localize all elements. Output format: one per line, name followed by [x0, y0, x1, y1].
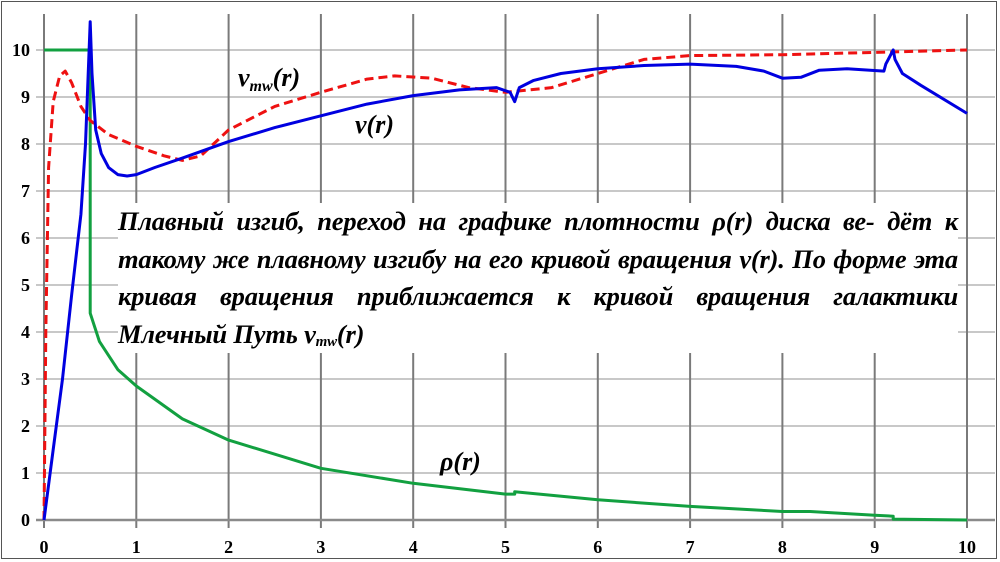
series-label-sub: mw	[250, 78, 273, 95]
annotation-line-4-sub: mw	[315, 333, 337, 350]
x-tick-label: 7	[686, 537, 695, 557]
annotation-line-4-arg: (r)	[336, 318, 365, 349]
x-tick-label: 1	[132, 537, 141, 557]
y-tick-label: 9	[21, 87, 30, 107]
series-label-main: v	[355, 110, 367, 139]
series-label-arg: (r)	[367, 110, 394, 139]
y-tick-label: 6	[21, 228, 30, 248]
annotation-text: Плавный изгиб, переход на графике плотно…	[118, 203, 958, 353]
x-tick-label: 9	[870, 537, 879, 557]
y-tick-label: 10	[12, 40, 30, 60]
x-tick-label: 3	[316, 537, 325, 557]
y-tick-label: 4	[21, 322, 30, 342]
x-tick-label: 4	[409, 537, 418, 557]
series-label-main: v	[238, 63, 250, 92]
y-tick-label: 7	[21, 181, 30, 201]
y-tick-label: 0	[21, 510, 30, 530]
y-tick-label: 1	[21, 463, 30, 483]
series-line-2	[44, 48, 968, 522]
y-tick-label: 8	[21, 134, 30, 154]
series-label-arg: (r)	[273, 63, 300, 92]
annotation-line-4: вращения галактики Млечный Путь vmw(r)	[118, 281, 958, 349]
x-tick-label: 0	[40, 537, 49, 557]
y-tick-label: 5	[21, 275, 30, 295]
series-label-2: ρ(r)	[439, 447, 481, 476]
x-tick-label: 5	[501, 537, 510, 557]
annotation-line-2: дёт к такому же плавному изгибу на его к…	[118, 206, 958, 274]
x-tick-label: 10	[958, 537, 976, 557]
series-label-1: vmw(r)	[238, 63, 300, 95]
x-tick-label: 6	[593, 537, 602, 557]
y-tick-label: 3	[21, 369, 30, 389]
series-label-0: v(r)	[355, 110, 394, 139]
annotation-line-3: v(r). По форме эта кривая вращения прибл…	[118, 243, 958, 312]
y-tick-label: 2	[21, 416, 30, 436]
series-label-arg: (r)	[453, 447, 480, 476]
x-tick-label: 8	[778, 537, 787, 557]
annotation-line-1: Плавный изгиб, переход на графике плотно…	[118, 206, 875, 236]
x-tick-label: 2	[224, 537, 233, 557]
annotation-line-4-text: вращения галактики Млечный Путь v	[118, 281, 958, 349]
series-label-main: ρ	[439, 447, 453, 476]
series-line-0	[42, 20, 968, 521]
